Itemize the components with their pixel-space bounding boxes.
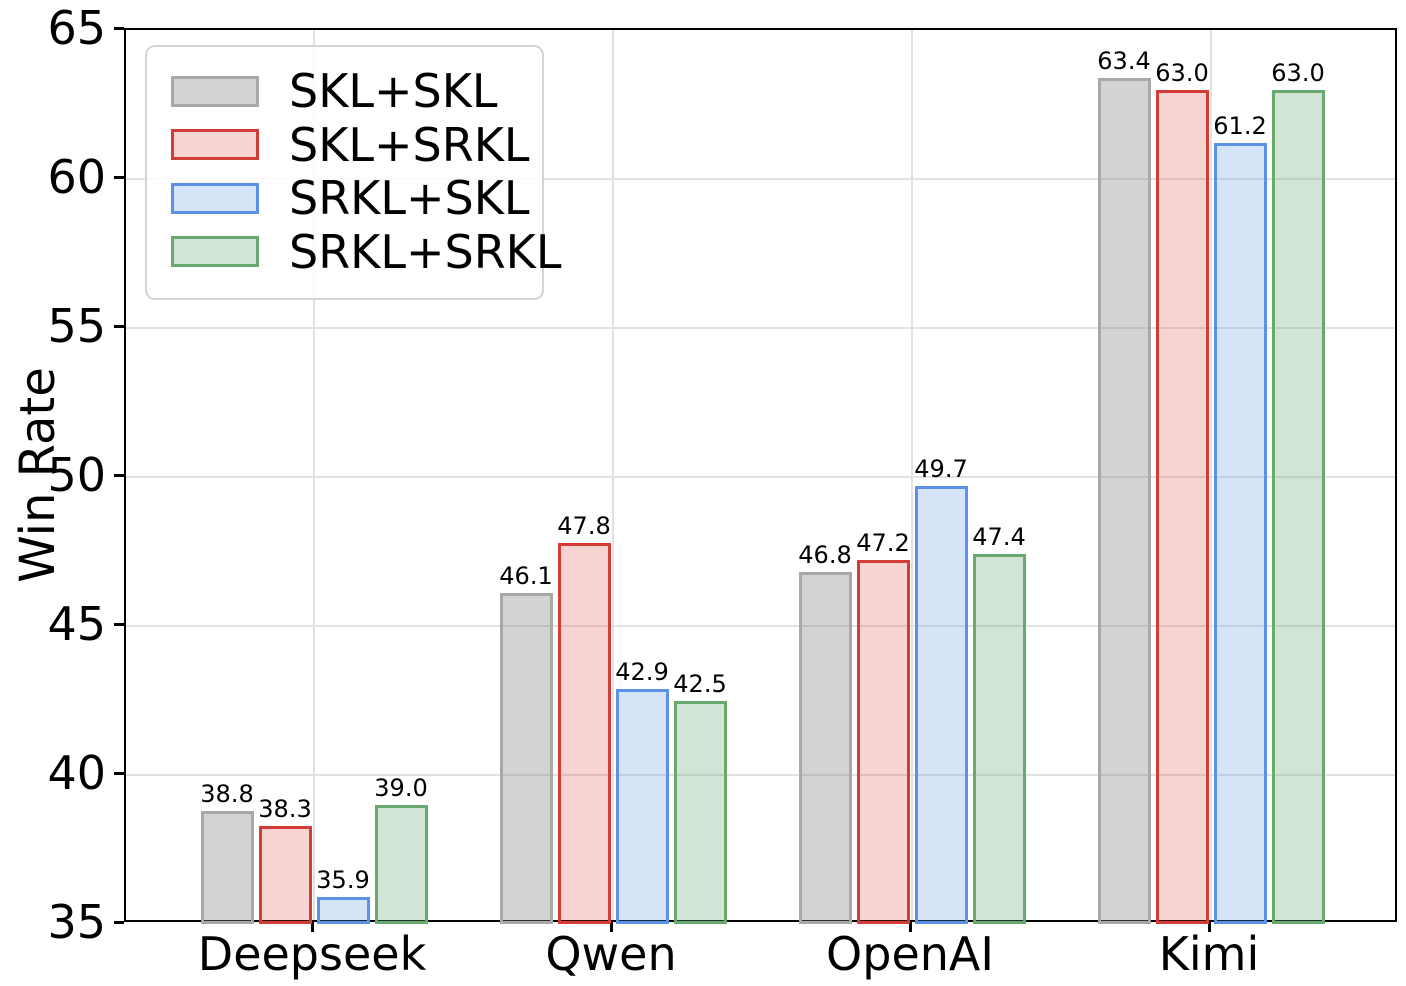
y-tick-label: 55: [47, 299, 106, 353]
x-tick-mark: [609, 922, 613, 932]
bar-SKL+SRKL-OpenAI: [856, 560, 910, 924]
bar-SRKL+SRKL-Qwen: [673, 700, 727, 924]
bar-SRKL+SKL-Qwen: [615, 688, 669, 924]
plot-area: 38.8 46.1 46.8 63.4 38.3 47.8 47.2 63.0 35.9 42.9…: [124, 28, 1397, 924]
bar-SKL+SRKL-Kimi: [1155, 89, 1209, 924]
vertical-gridline: [1210, 30, 1212, 920]
bar-value-label: 42.5: [673, 669, 727, 698]
vertical-gridline: [612, 30, 614, 920]
y-tick-label: 65: [47, 1, 106, 55]
bar-value-label: 63.4: [1097, 46, 1151, 75]
horizontal-gridline: [126, 625, 1395, 627]
legend-swatch-icon: [171, 182, 259, 214]
x-tick-mark: [1207, 922, 1211, 932]
bar-value-label: 35.9: [316, 866, 370, 895]
bar-SKL+SKL-Deepseek: [200, 810, 254, 924]
bar-value-label: 47.4: [972, 523, 1026, 552]
x-tick-mark: [908, 922, 912, 932]
bar-SRKL+SKL-OpenAI: [914, 485, 968, 924]
bar-value-label: 63.0: [1155, 58, 1209, 87]
legend-swatch-icon: [171, 75, 259, 107]
bar-SRKL+SRKL-Kimi: [1271, 89, 1325, 924]
legend-item-SKL+SRKL: SKL+SRKL: [171, 121, 530, 169]
bar-SKL+SKL-Qwen: [499, 593, 553, 924]
y-tick-label: 45: [47, 597, 106, 651]
bar-value-label: 47.2: [856, 529, 910, 558]
legend-label: SKL+SKL: [289, 64, 498, 118]
legend-swatch-icon: [171, 129, 259, 161]
bar-SKL+SKL-Kimi: [1097, 77, 1151, 924]
vertical-gridline: [313, 30, 315, 920]
bar-value-label: 39.0: [374, 773, 428, 802]
legend: SKL+SKL SKL+SRKL SRKL+SKL SRKL+SRKL: [145, 45, 561, 300]
horizontal-gridline: [126, 774, 1395, 776]
bar-value-label: 46.1: [499, 562, 553, 591]
horizontal-gridline: [126, 178, 1395, 180]
legend-item-SRKL+SKL: SRKL+SKL: [171, 174, 530, 222]
x-tick-label-Qwen: Qwen: [545, 927, 677, 981]
y-tick-label: 50: [47, 448, 106, 502]
bar-SRKL+SKL-Deepseek: [316, 897, 370, 924]
bar-value-label: 42.9: [615, 657, 669, 686]
y-tick-mark: [114, 175, 124, 179]
x-tick-label-Deepseek: Deepseek: [197, 927, 427, 981]
horizontal-gridline: [126, 476, 1395, 478]
legend-label: SKL+SRKL: [289, 117, 530, 172]
legend-label: SRKL+SKL: [289, 171, 530, 226]
y-tick-mark: [114, 473, 124, 477]
y-tick-label: 40: [47, 746, 106, 800]
bar-SKL+SRKL-Qwen: [557, 542, 611, 924]
bar-value-label: 47.8: [557, 511, 611, 540]
bar-value-label: 63.0: [1271, 58, 1325, 87]
x-tick-mark: [310, 922, 314, 932]
legend-item-SRKL+SRKL: SRKL+SRKL: [171, 228, 561, 276]
bar-SKL+SKL-OpenAI: [798, 572, 852, 924]
bar-SKL+SRKL-Deepseek: [258, 825, 312, 924]
horizontal-gridline: [126, 327, 1395, 329]
legend-swatch-icon: [171, 236, 259, 268]
bar-value-label: 38.3: [258, 794, 312, 823]
legend-label: SRKL+SRKL: [289, 224, 562, 279]
bar-SRKL+SRKL-OpenAI: [972, 554, 1026, 924]
bar-SRKL+SRKL-Deepseek: [374, 804, 428, 924]
y-tick-mark: [114, 920, 124, 924]
y-tick-mark: [114, 26, 124, 30]
legend-item-SKL+SKL: SKL+SKL: [171, 67, 518, 115]
y-tick-label: 60: [47, 150, 106, 204]
x-tick-label-Kimi: Kimi: [1158, 927, 1260, 981]
bar-value-label: 38.8: [200, 779, 254, 808]
y-tick-mark: [114, 324, 124, 328]
y-tick-mark: [114, 622, 124, 626]
y-tick-label: 35: [47, 895, 106, 949]
vertical-gridline: [911, 30, 913, 920]
bar-value-label: 49.7: [914, 454, 968, 483]
y-tick-mark: [114, 771, 124, 775]
bar-value-label: 46.8: [798, 541, 852, 570]
x-tick-label-OpenAI: OpenAI: [826, 927, 994, 981]
bar-value-label: 61.2: [1213, 112, 1267, 141]
bar-SRKL+SKL-Kimi: [1213, 143, 1267, 924]
